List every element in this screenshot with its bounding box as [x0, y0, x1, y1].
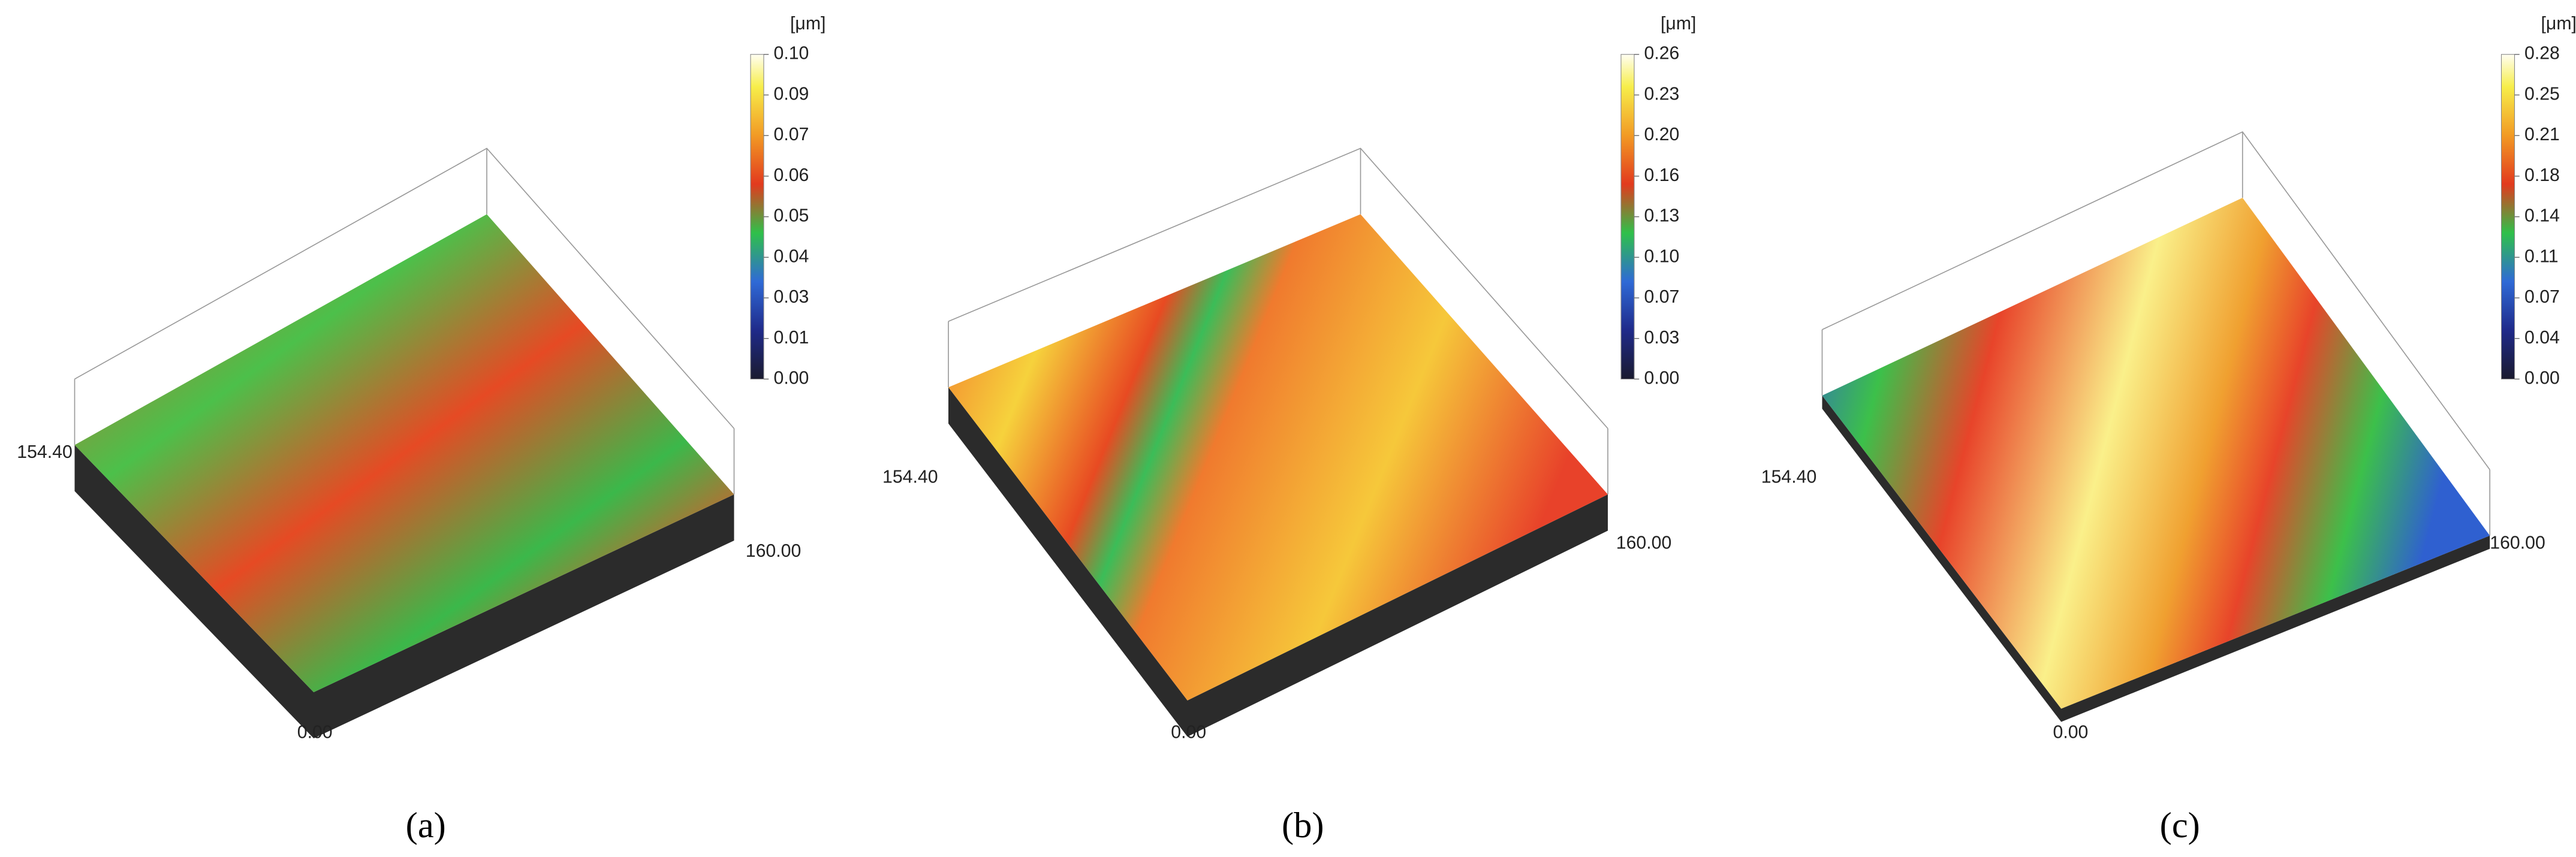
colorbar [2500, 54, 2515, 380]
colorbar-tick-label: 0.26 [1644, 44, 1680, 64]
colorbar [750, 54, 764, 380]
colorbar-tick-label: 0.04 [2524, 328, 2560, 348]
colorbar-tick-label: 0.11 [2524, 246, 2559, 266]
colorbar-tick-label: 0.09 [774, 84, 809, 104]
colorbar-tick-label: 0.23 [1644, 84, 1680, 104]
surface [948, 214, 1608, 701]
colorbar-tick-label: 0.07 [1644, 287, 1680, 307]
colorbar-tick-label: 0.18 [2524, 165, 2560, 185]
colorbar-tick-label: 0.07 [2524, 287, 2560, 307]
colorbar-tick-label: 0.25 [2524, 84, 2560, 104]
surface-base [948, 387, 1608, 737]
x-axis-label: 160.00 [746, 541, 802, 561]
surface [1822, 198, 2490, 709]
y-axis-label: 154.40 [882, 467, 938, 487]
colorbar-tick-label: 0.01 [774, 328, 809, 348]
caption: (b) [1282, 805, 1324, 846]
colorbar-tick-label: 0.21 [2524, 125, 2560, 144]
colorbar-tick-label: 0.00 [2524, 368, 2560, 388]
colorbar-tick-label: 0.10 [1644, 246, 1680, 266]
caption: (a) [406, 805, 446, 846]
y-axis-label: 154.40 [17, 442, 73, 462]
panels: [μm] 0.10 0.09 0.07 0.06 0.05 0.04 0.03 0.01 0.00… [17, 14, 2576, 846]
colorbar-tick-label: 0.28 [2524, 44, 2560, 64]
origin-label: 0.00 [1171, 723, 1206, 743]
panel: [μm] 0.10 0.09 0.07 0.06 0.05 0.04 0.03 0.01 0.00… [17, 14, 825, 846]
colorbar-tick-label: 0.04 [774, 246, 809, 266]
y-axis-label: 154.40 [1761, 467, 1817, 487]
colorbar-tick-label: 0.03 [1644, 328, 1680, 348]
colorbar-tick-label: 0.05 [774, 206, 809, 226]
colorbar-tick-label: 0.20 [1644, 125, 1680, 144]
colorbar-tick-label: 0.00 [774, 368, 809, 388]
colorbar-tick-label: 0.03 [774, 287, 809, 307]
colorbar-unit: [μm] [2541, 14, 2576, 34]
colorbar-tick-label: 0.10 [774, 44, 809, 64]
colorbar-tick-label: 0.14 [2524, 206, 2560, 226]
caption: (c) [2160, 805, 2200, 846]
panel: [μm] 0.26 0.23 0.20 0.16 0.13 0.10 0.07 0.03 0.00… [882, 14, 1696, 846]
colorbar-tick-label: 0.16 [1644, 165, 1680, 185]
colorbar-unit: [μm] [1661, 14, 1696, 34]
colorbar [1620, 54, 1635, 380]
panel: [μm] 0.28 0.25 0.21 0.18 0.14 0.11 0.07 0.04 0.00… [1761, 14, 2576, 846]
colorbar-tick-label: 0.13 [1644, 206, 1680, 226]
origin-label: 0.00 [2053, 723, 2089, 743]
x-axis-label: 160.00 [1616, 533, 1672, 553]
colorbar-unit: [μm] [790, 14, 825, 34]
surface [74, 214, 734, 692]
colorbar-tick-label: 0.00 [1644, 368, 1680, 388]
x-axis-label: 160.00 [2490, 533, 2545, 553]
colorbar-tick-label: 0.07 [774, 125, 809, 144]
origin-label: 0.00 [297, 723, 333, 743]
colorbar-tick-label: 0.06 [774, 165, 809, 185]
surface-base [74, 445, 734, 738]
